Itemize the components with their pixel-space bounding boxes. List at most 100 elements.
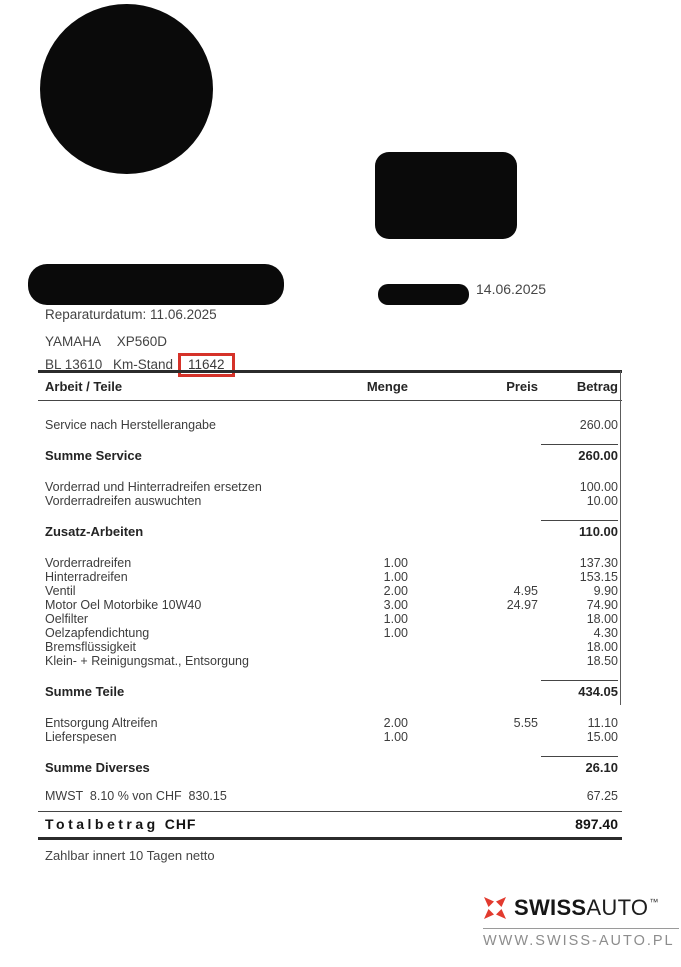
sum-rule <box>541 756 618 757</box>
item-qty <box>328 760 408 775</box>
vat-row: MWST 8.10 % von CHF 830.15 67.25 <box>38 789 622 803</box>
item-amount: 15.00 <box>586 730 618 744</box>
sum-amount: 26.10 <box>585 760 618 775</box>
item-amount: 153.15 <box>579 570 618 584</box>
item-amount: 18.50 <box>586 654 618 668</box>
sum-label: Summe Service <box>45 448 142 463</box>
item-qty: 1.00 <box>383 730 408 744</box>
total-label: Totalbetrag CHF <box>45 816 197 832</box>
item-price: 24.97 <box>506 598 538 612</box>
total-bottom-rule <box>38 837 622 840</box>
brand-wordmark: SWISSAUTO™ <box>514 895 659 921</box>
total-currency: CHF <box>164 816 197 832</box>
redaction-address-block <box>375 152 517 239</box>
website-url: WWW.SWISS-AUTO.PL <box>483 933 675 949</box>
item-price <box>408 730 538 744</box>
odometer-label: Km-Stand <box>113 357 174 372</box>
item-row: Oelfilter 1.00 18.00 <box>38 612 622 626</box>
item-amount: 74.90 <box>586 598 618 612</box>
sum-label: Summe Diverses <box>45 760 150 775</box>
sum-row: Summe Diverses 26.10 <box>38 760 622 775</box>
item-price: 4.95 <box>513 584 538 598</box>
item-price <box>408 494 538 508</box>
total-row: Totalbetrag CHF 897.40 <box>38 815 622 833</box>
item-row: Entsorgung Altreifen 2.00 5.55 11.10 <box>38 716 622 730</box>
sum-rule <box>541 680 618 681</box>
item-row: Klein- + Reinigungsmat., Entsorgung 18.50 <box>38 654 622 668</box>
item-amount: 4.30 <box>593 626 618 640</box>
item-price <box>408 524 538 539</box>
item-amount: 11.10 <box>587 716 618 730</box>
vat-amount: 67.25 <box>586 789 618 803</box>
item-row: Vorderradreifen auswuchten 10.00 <box>38 494 622 508</box>
logo-row: SWISSAUTO™ <box>483 895 679 921</box>
item-row: Service nach Herstellerangabe 260.00 <box>38 418 622 432</box>
header-amount: Betrag <box>576 379 618 394</box>
sum-label: Zusatz-Arbeiten <box>45 524 144 539</box>
table-section: Vorderradreifen 1.00 137.30 Hinterradreifen… <box>38 556 622 699</box>
item-row: Bremsflüssigkeit 18.00 <box>38 640 622 654</box>
sum-amount: 434.05 <box>578 684 618 699</box>
item-amount: 9.90 <box>593 584 618 598</box>
item-qty: 2.00 <box>383 584 408 598</box>
table-body: Service nach Herstellerangabe 260.00 Summe… <box>38 418 622 775</box>
item-qty <box>328 494 408 508</box>
item-qty <box>328 640 408 654</box>
vehicle-info: YAMAHA XP560D BL 13610 Km-Stand 11642 <box>45 334 235 377</box>
total-top-rule <box>38 811 622 812</box>
item-price <box>408 556 538 570</box>
item-qty <box>328 684 408 699</box>
item-qty <box>328 524 408 539</box>
sum-row: Summe Service 260.00 <box>38 448 622 463</box>
item-price <box>408 480 538 494</box>
vat-label: MWST 8.10 % von CHF 830.15 <box>45 789 227 803</box>
sum-rule <box>541 520 618 521</box>
trademark-symbol: ™ <box>649 897 659 907</box>
item-row: Motor Oel Motorbike 10W40 3.00 24.97 74.90 <box>38 598 622 612</box>
redaction-place-name <box>378 284 469 305</box>
table-section: Vorderrad und Hinterradreifen ersetzen 10… <box>38 480 622 539</box>
item-amount: 18.00 <box>586 640 618 654</box>
invoice-table: Arbeit / Teile Menge Preis Betrag Servic… <box>38 362 622 840</box>
swissauto-logo: SWISSAUTO™ WWW.SWISS-AUTO.PL <box>483 895 679 949</box>
item-label: Bremsflüssigkeit <box>45 640 136 654</box>
item-label: Oelfilter <box>45 612 89 626</box>
item-price <box>408 684 538 699</box>
item-row: Vorderradreifen 1.00 137.30 <box>38 556 622 570</box>
item-price: 5.55 <box>513 716 538 730</box>
item-row: Vorderrad und Hinterradreifen ersetzen 10… <box>38 480 622 494</box>
table-top-rule <box>38 370 622 373</box>
item-label: Lieferspesen <box>45 730 117 744</box>
item-price <box>408 570 538 584</box>
item-label: Ventil <box>45 584 76 598</box>
payment-terms: Zahlbar innert 10 Tagen netto <box>45 848 215 863</box>
vehicle-make: YAMAHA <box>45 334 102 349</box>
item-qty: 3.00 <box>383 598 408 612</box>
item-label: Hinterradreifen <box>45 570 128 584</box>
item-label: Vorderradreifen auswuchten <box>45 494 202 508</box>
header-qty: Menge <box>366 379 408 394</box>
table-section: Service nach Herstellerangabe 260.00 Summe… <box>38 418 622 463</box>
table-section: Entsorgung Altreifen 2.00 5.55 11.10 Liefers… <box>38 716 622 775</box>
vehicle-make-model: YAMAHA XP560D <box>45 334 235 350</box>
brand-swiss: SWISS <box>514 895 587 920</box>
item-price <box>408 418 538 432</box>
logo-divider <box>483 928 679 929</box>
redaction-stamp-circle <box>40 4 213 174</box>
item-qty: 2.00 <box>383 716 408 730</box>
item-label: Vorderradreifen <box>45 556 132 570</box>
item-row: Hinterradreifen 1.00 153.15 <box>38 570 622 584</box>
item-row: Ventil 2.00 4.95 9.90 <box>38 584 622 598</box>
swissauto-x-icon <box>484 897 506 919</box>
invoice-date: 14.06.2025 <box>476 281 547 297</box>
item-amount: 260.00 <box>579 418 618 432</box>
header-price: Preis <box>506 379 538 394</box>
item-label: Klein- + Reinigungsmat., Entsorgung <box>45 654 249 668</box>
table-header-rule <box>38 400 622 401</box>
item-qty <box>328 654 408 668</box>
item-label: Entsorgung Altreifen <box>45 716 158 730</box>
item-price <box>408 654 538 668</box>
item-amount: 100.00 <box>579 480 618 494</box>
table-header-row: Arbeit / Teile Menge Preis Betrag <box>38 379 622 394</box>
sum-rule <box>541 444 618 445</box>
